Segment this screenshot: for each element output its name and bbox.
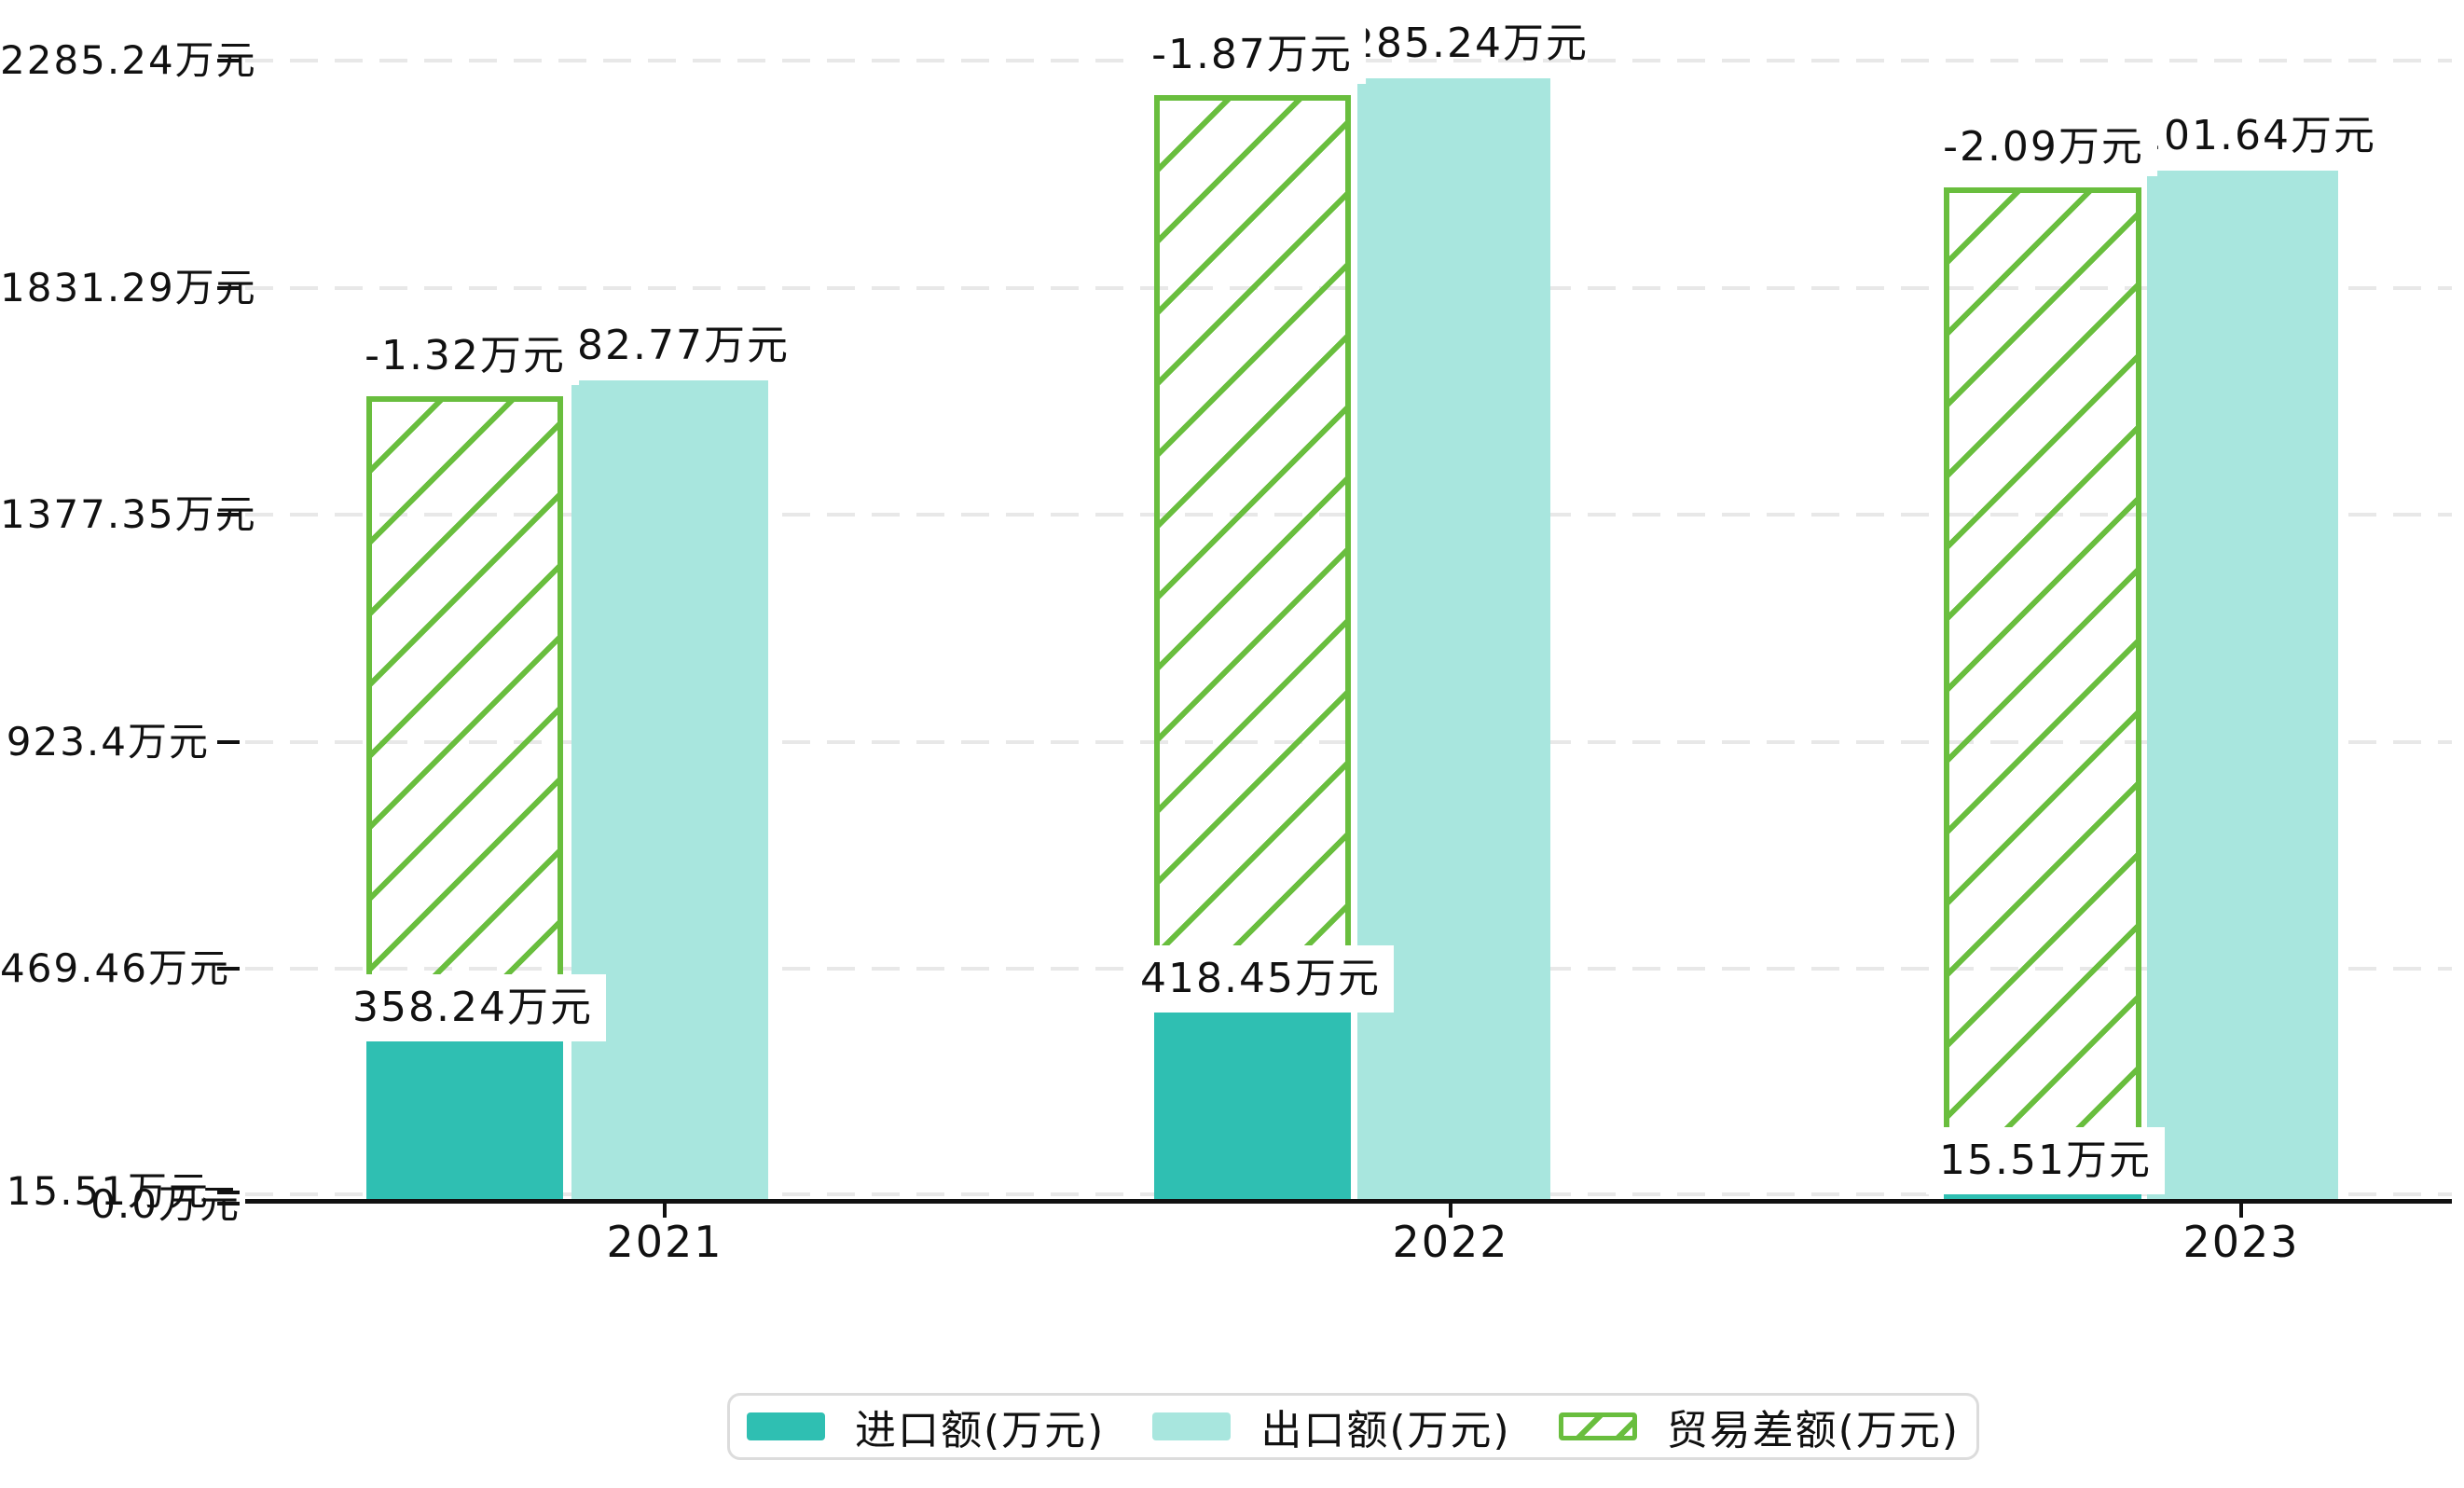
x-axis-label-2022: 2022 bbox=[1392, 1217, 1509, 1267]
y-axis-tick bbox=[217, 1191, 240, 1194]
x-axis-label-2023: 2023 bbox=[2182, 1217, 2300, 1267]
y-axis-label: 2285.24万元 bbox=[0, 37, 257, 83]
y-axis-label: 1377.35万元 bbox=[0, 491, 257, 537]
y-axis-tick bbox=[217, 740, 240, 744]
y-axis-label: 923.4万元 bbox=[6, 719, 210, 765]
legend-label-import: 进口额(万元) bbox=[855, 1407, 1106, 1454]
y-axis-label: 15.51万元 bbox=[6, 1168, 210, 1214]
bar-export-2022[interactable] bbox=[1357, 78, 1550, 1201]
x-axis-tick bbox=[1449, 1204, 1452, 1218]
legend-item-export[interactable]: 出口额(万元) bbox=[1152, 1397, 1510, 1456]
x-axis-tick bbox=[663, 1204, 667, 1218]
value-label-export-2021: 682.77万元 bbox=[549, 322, 790, 369]
legend-label-export: 出口额(万元) bbox=[1260, 1407, 1511, 1454]
bar-export-2021[interactable] bbox=[571, 380, 768, 1201]
bar-import-2022[interactable] bbox=[1154, 1013, 1351, 1201]
y-axis-tick bbox=[217, 59, 240, 62]
y-axis-tick bbox=[217, 1202, 240, 1206]
value-label-trade-balance-2023: -2.09万元 bbox=[1930, 118, 2157, 176]
export-swatch-icon bbox=[1152, 1412, 1232, 1440]
value-label-trade-balance-2021: -1.32万元 bbox=[351, 327, 579, 385]
y-axis-tick bbox=[217, 286, 240, 290]
legend-item-trade-balance[interactable]: 贸易差额(万元) bbox=[1558, 1397, 1960, 1456]
bar-trade-balance-2023[interactable] bbox=[1944, 187, 2141, 1201]
y-axis-tick bbox=[217, 967, 240, 971]
x-axis-tick bbox=[2239, 1204, 2243, 1218]
value-label-import-2021: 358.24万元 bbox=[339, 974, 606, 1041]
legend: 进口额(万元) 出口额(万元) 贸易差额(万元) bbox=[727, 1393, 1979, 1460]
value-label-trade-balance-2022: -1.87万元 bbox=[1138, 26, 1366, 84]
bar-import-2021[interactable] bbox=[366, 1041, 563, 1201]
import-swatch-icon bbox=[747, 1412, 825, 1440]
value-label-import-2022: 418.45万元 bbox=[1127, 945, 1394, 1013]
legend-item-import[interactable]: 进口额(万元) bbox=[747, 1397, 1105, 1456]
y-axis-label: 0.0万元 bbox=[90, 1181, 241, 1227]
x-axis-line bbox=[245, 1199, 2452, 1204]
y-axis-tick bbox=[217, 513, 240, 517]
y-axis-label: 469.46万元 bbox=[0, 945, 230, 991]
bar-export-2023[interactable] bbox=[2147, 171, 2338, 1201]
y-axis-label: 1831.29万元 bbox=[0, 265, 257, 310]
value-label-import-2023: 15.51万元 bbox=[1926, 1127, 2165, 1194]
x-axis-label-2021: 2021 bbox=[606, 1217, 723, 1267]
legend-label-trade-balance: 贸易差额(万元) bbox=[1666, 1407, 1960, 1454]
trade-balance-hatch-swatch-icon bbox=[1558, 1412, 1637, 1440]
bar-import-2023[interactable] bbox=[1944, 1194, 2141, 1201]
